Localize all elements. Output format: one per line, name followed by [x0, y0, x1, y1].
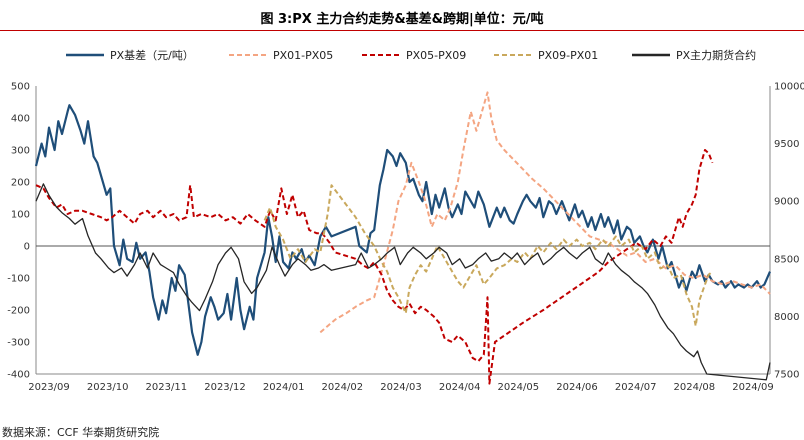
- x-tick-label: 2024/05: [498, 382, 540, 393]
- y-left-tick-label: -400: [7, 370, 30, 381]
- x-tick-label: 2023/09: [28, 382, 70, 393]
- x-tick-label: 2023/10: [87, 382, 129, 393]
- y-left-tick-label: -200: [7, 306, 30, 317]
- legend-label-3: PX09-PX01: [538, 49, 598, 62]
- x-tick-label: 2024/07: [615, 382, 657, 393]
- legend-label-2: PX05-PX09: [406, 49, 466, 62]
- x-tick-label: 2024/08: [674, 382, 716, 393]
- y-left-tick-label: 200: [11, 178, 30, 189]
- series-line-4: [35, 183, 771, 381]
- y-left-tick-label: -100: [7, 274, 30, 285]
- series-line-3: [263, 184, 714, 327]
- chart-title: 图 3:PX 主力合约走势&基差&跨期|单位：元/吨: [260, 12, 544, 27]
- series-line-2: [35, 149, 714, 385]
- x-tick-label: 2024/06: [556, 382, 598, 393]
- x-tick-label: 2023/12: [204, 382, 246, 393]
- x-tick-label: 2023/11: [146, 382, 188, 393]
- series-layer: [34, 91, 772, 385]
- y-right-tick-label: 8000: [774, 312, 799, 323]
- y-right-tick-label: 9500: [774, 139, 799, 150]
- legend-label-1: PX01-PX05: [273, 49, 333, 62]
- x-tick-label: 2024/02: [322, 382, 364, 393]
- y-left-tick-label: -300: [7, 338, 30, 349]
- y-left-tick-label: 500: [11, 82, 30, 93]
- x-tick-label: 2024/03: [380, 382, 422, 393]
- y-right-tick-label: 10000: [774, 82, 804, 93]
- x-tick-label: 2024/09: [732, 382, 774, 393]
- source-note: 数据来源：CCF 华泰期货研究院: [2, 426, 160, 439]
- y-right-tick-label: 9000: [774, 197, 799, 208]
- y-left-tick-label: 400: [11, 114, 30, 125]
- title-divider: [0, 30, 804, 31]
- y-left-tick-label: 300: [11, 146, 30, 157]
- legend: PX基差（元/吨） PX01-PX05 PX05-PX09 PX09-PX01 PX主力…: [66, 48, 756, 62]
- x-tick-label: 2024/04: [439, 382, 481, 393]
- y-right-tick-label: 7500: [774, 370, 799, 381]
- series-line-0: [34, 104, 772, 356]
- series-line-1: [319, 91, 771, 334]
- legend-label-0: PX基差（元/吨）: [110, 48, 194, 62]
- legend-label-4: PX主力期货合约: [676, 48, 756, 62]
- y-right-tick-label: 8500: [774, 254, 799, 265]
- y-left-tick-label: 100: [11, 210, 30, 221]
- x-tick-label: 2024/01: [263, 382, 305, 393]
- axes: 500 400 300 200 100 0 -100 -200 -300 -400 10000 950…: [7, 82, 804, 394]
- y-left-tick-label: 0: [24, 242, 30, 253]
